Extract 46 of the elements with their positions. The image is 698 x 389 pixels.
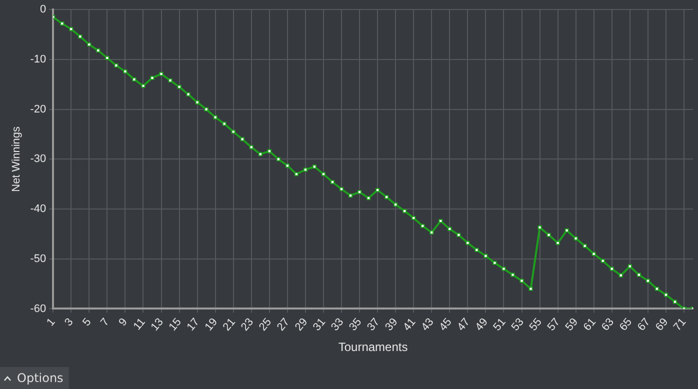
x-tick-label: 45 — [437, 316, 454, 334]
y-axis-title: Net Winnings — [10, 126, 23, 192]
x-tick-label: 71 — [672, 316, 689, 334]
x-tick-label: 23 — [238, 316, 256, 334]
x-tick-label: 67 — [635, 316, 653, 334]
x-axis-title: Tournaments — [338, 340, 408, 354]
y-tick-label: -10 — [30, 53, 46, 66]
text: Options — [17, 371, 64, 385]
x-tick-label: 33 — [329, 316, 346, 334]
x-tick-label: 3 — [62, 316, 76, 329]
x-tick-label: 61 — [581, 316, 598, 334]
x-tick-label: 29 — [293, 316, 310, 334]
x-tick-label: 17 — [184, 316, 202, 334]
x-tick-label: 19 — [202, 316, 220, 334]
y-tick-label: -60 — [30, 302, 46, 315]
y-tick-label: -20 — [30, 103, 46, 116]
x-tick-label: 69 — [654, 316, 671, 334]
x-tick-label: 65 — [617, 316, 635, 334]
x-tick-label: 59 — [563, 316, 580, 334]
x-tick-label: 53 — [509, 316, 526, 334]
x-tick-label: 49 — [473, 316, 490, 334]
x-tick-label: 7 — [98, 316, 112, 329]
x-tick-label: 37 — [365, 316, 382, 334]
y-tick-label: -50 — [30, 252, 46, 265]
y-tick-label: -30 — [30, 153, 46, 166]
x-tick-label: 41 — [401, 316, 418, 334]
x-tick-label: 57 — [545, 316, 562, 334]
x-tick-label: 55 — [527, 316, 544, 334]
x-tick-label: 43 — [419, 316, 436, 334]
x-tick-label: 25 — [256, 316, 274, 334]
x-tick-label: 27 — [274, 316, 292, 334]
x-tick-label: 13 — [148, 316, 166, 334]
x-tick-label: 15 — [166, 316, 184, 334]
x-tick-label: 5 — [80, 316, 94, 329]
x-tick-label: 47 — [455, 316, 472, 334]
x-tick-label: 63 — [599, 316, 617, 334]
x-tick-label: 39 — [383, 316, 400, 334]
x-tick-label: 11 — [131, 316, 148, 333]
y-tick-label: -40 — [30, 203, 46, 216]
x-tick-label: 51 — [491, 316, 508, 334]
x-tick-label: 35 — [347, 316, 364, 334]
x-tick-label: 21 — [220, 316, 238, 334]
x-tick-label: 9 — [116, 316, 130, 329]
y-tick-label: 0 — [40, 4, 46, 16]
x-tick-label: 1 — [44, 316, 58, 329]
x-tick-label: 31 — [311, 316, 328, 334]
